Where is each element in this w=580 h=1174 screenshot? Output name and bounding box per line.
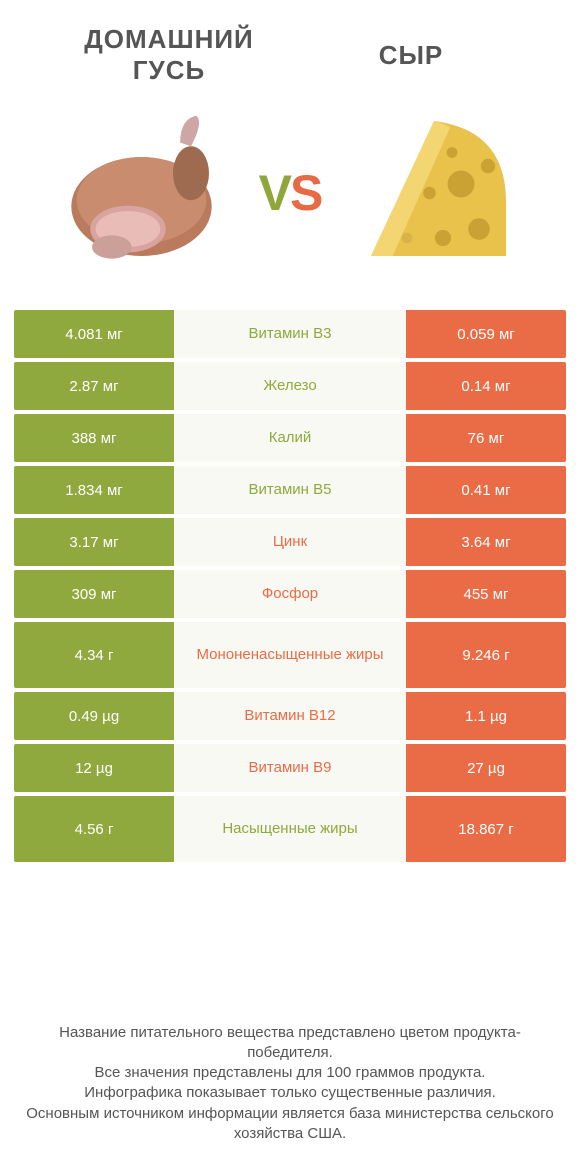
- value-right: 9.246 г: [406, 622, 566, 688]
- vs-v: V: [259, 165, 290, 221]
- title-left: ДОМАШНИЙ ГУСЬ: [48, 24, 290, 86]
- value-left: 388 мг: [14, 414, 174, 462]
- cheese-illustration: [339, 98, 529, 288]
- nutrient-label: Насыщенные жиры: [174, 796, 406, 862]
- header: ДОМАШНИЙ ГУСЬ СЫР: [0, 0, 580, 92]
- nutrient-label: Калий: [174, 414, 406, 462]
- value-left: 4.56 г: [14, 796, 174, 862]
- title-right-text: СЫР: [379, 40, 444, 70]
- value-left: 4.081 мг: [14, 310, 174, 358]
- value-right: 1.1 µg: [406, 692, 566, 740]
- table-row: 388 мгКалий76 мг: [14, 414, 566, 462]
- footer-line-2: Все значения представлены для 100 граммо…: [20, 1063, 560, 1083]
- title-left-line1: ДОМАШНИЙ: [84, 24, 253, 54]
- vs-label: VS: [259, 164, 322, 222]
- value-left: 309 мг: [14, 570, 174, 618]
- footer-notes: Название питательного вещества представл…: [0, 1023, 580, 1145]
- value-right: 0.059 мг: [406, 310, 566, 358]
- table-row: 309 мгФосфор455 мг: [14, 570, 566, 618]
- value-right: 0.41 мг: [406, 466, 566, 514]
- table-row: 0.49 µgВитамин B121.1 µg: [14, 692, 566, 740]
- footer-line-3: Инфографика показывает только существенн…: [20, 1083, 560, 1103]
- value-right: 27 µg: [406, 744, 566, 792]
- table-row: 4.56 гНасыщенные жиры18.867 г: [14, 796, 566, 862]
- hero-row: VS: [0, 92, 580, 310]
- value-right: 455 мг: [406, 570, 566, 618]
- table-row: 4.34 гМононенасыщенные жиры9.246 г: [14, 622, 566, 688]
- table-row: 2.87 мгЖелезо0.14 мг: [14, 362, 566, 410]
- nutrient-label: Мононенасыщенные жиры: [174, 622, 406, 688]
- nutrient-label: Железо: [174, 362, 406, 410]
- comparison-table: 4.081 мгВитамин B30.059 мг2.87 мгЖелезо0…: [0, 310, 580, 862]
- value-right: 3.64 мг: [406, 518, 566, 566]
- title-right: СЫР: [290, 40, 532, 71]
- value-left: 12 µg: [14, 744, 174, 792]
- table-row: 1.834 мгВитамин B50.41 мг: [14, 466, 566, 514]
- value-right: 76 мг: [406, 414, 566, 462]
- nutrient-label: Фосфор: [174, 570, 406, 618]
- value-left: 1.834 мг: [14, 466, 174, 514]
- nutrient-label: Витамин B5: [174, 466, 406, 514]
- value-left: 0.49 µg: [14, 692, 174, 740]
- value-right: 18.867 г: [406, 796, 566, 862]
- value-right: 0.14 мг: [406, 362, 566, 410]
- value-left: 3.17 мг: [14, 518, 174, 566]
- footer-line-1: Название питательного вещества представл…: [20, 1023, 560, 1064]
- table-row: 3.17 мгЦинк3.64 мг: [14, 518, 566, 566]
- table-row: 4.081 мгВитамин B30.059 мг: [14, 310, 566, 358]
- nutrient-label: Цинк: [174, 518, 406, 566]
- nutrient-label: Витамин B3: [174, 310, 406, 358]
- nutrient-label: Витамин B12: [174, 692, 406, 740]
- footer-line-4: Основным источником информации является …: [20, 1104, 560, 1145]
- title-left-line2: ГУСЬ: [133, 55, 205, 85]
- table-row: 12 µgВитамин B927 µg: [14, 744, 566, 792]
- nutrient-label: Витамин B9: [174, 744, 406, 792]
- value-left: 2.87 мг: [14, 362, 174, 410]
- goose-meat-illustration: [51, 98, 241, 288]
- vs-s: S: [290, 165, 321, 221]
- value-left: 4.34 г: [14, 622, 174, 688]
